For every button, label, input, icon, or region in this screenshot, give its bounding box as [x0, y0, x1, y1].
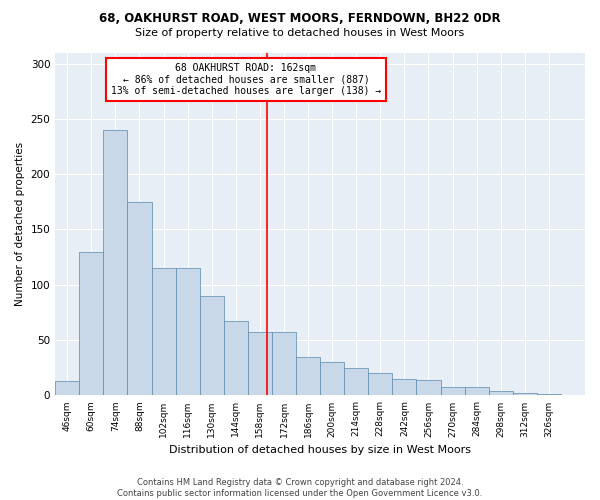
Text: 68, OAKHURST ROAD, WEST MOORS, FERNDOWN, BH22 0DR: 68, OAKHURST ROAD, WEST MOORS, FERNDOWN,… [99, 12, 501, 26]
Bar [440, 386, 464, 396]
Bar [416, 380, 440, 396]
Y-axis label: Number of detached properties: Number of detached properties [15, 142, 25, 306]
Bar [464, 386, 488, 396]
Bar [127, 202, 152, 396]
Bar [224, 322, 248, 396]
Bar [248, 332, 272, 396]
Bar [296, 356, 320, 396]
Bar [537, 394, 561, 396]
Bar [344, 368, 368, 396]
Bar [176, 268, 200, 396]
Text: Contains HM Land Registry data © Crown copyright and database right 2024.
Contai: Contains HM Land Registry data © Crown c… [118, 478, 482, 498]
Text: Size of property relative to detached houses in West Moors: Size of property relative to detached ho… [136, 28, 464, 38]
Bar [368, 374, 392, 396]
Text: 68 OAKHURST ROAD: 162sqm
← 86% of detached houses are smaller (887)
13% of semi-: 68 OAKHURST ROAD: 162sqm ← 86% of detach… [111, 63, 381, 96]
Bar [103, 130, 127, 396]
Bar [320, 362, 344, 396]
Bar [200, 296, 224, 396]
Bar [79, 252, 103, 396]
X-axis label: Distribution of detached houses by size in West Moors: Distribution of detached houses by size … [169, 445, 471, 455]
Bar [488, 391, 513, 396]
Bar [152, 268, 176, 396]
Bar [272, 332, 296, 396]
Bar [55, 381, 79, 396]
Bar [513, 393, 537, 396]
Bar [392, 379, 416, 396]
